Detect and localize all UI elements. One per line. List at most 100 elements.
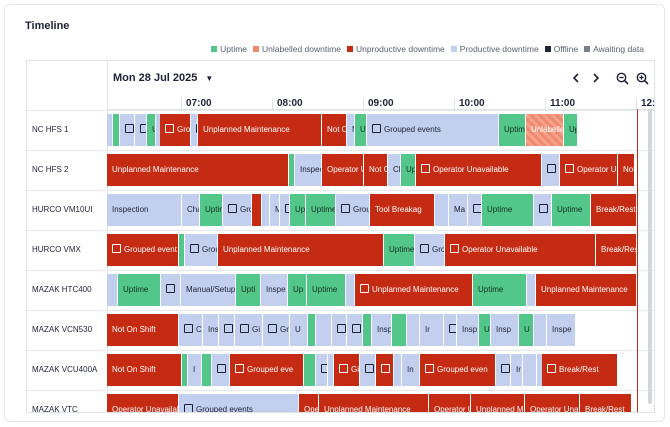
timeline-segment[interactable]: Ope (299, 394, 319, 412)
timeline-segment[interactable] (304, 354, 316, 386)
timeline-segment[interactable] (161, 274, 181, 306)
zoom-in-button[interactable] (634, 70, 650, 86)
timeline-segment[interactable]: Break/Rest (591, 194, 637, 226)
timeline-segment[interactable]: Up (288, 274, 307, 306)
timeline-segment[interactable]: Grouped events (179, 394, 299, 412)
timeline-segment[interactable]: Grou (336, 194, 370, 226)
timeline-segment[interactable]: Gro (415, 234, 445, 266)
timeline-segment[interactable] (182, 354, 188, 386)
timeline-segment[interactable]: Unplanned Maintenance (198, 114, 322, 146)
timeline-segment[interactable]: Not On Shift (107, 314, 179, 346)
timeline-segment[interactable]: Up (290, 194, 306, 226)
timeline-segment[interactable] (328, 354, 334, 386)
timeline-segment[interactable] (394, 354, 402, 386)
timeline-segment[interactable] (363, 314, 372, 346)
timeline-segment[interactable]: G (191, 114, 198, 146)
timeline-segment[interactable]: Gr (120, 114, 135, 146)
timeline-segment[interactable]: Unplanned Maintenance (107, 154, 289, 186)
machine-label[interactable]: MAZAK VCN530 (32, 325, 93, 334)
timeline-segment[interactable] (289, 154, 295, 186)
timeline-segment[interactable]: Grouped eve (230, 354, 304, 386)
timeline-segment[interactable]: Not On (322, 114, 347, 146)
machine-label[interactable]: HURCO VM10UI (32, 205, 93, 214)
timeline-segment[interactable]: M (347, 114, 355, 146)
timeline-segment[interactable] (392, 314, 407, 346)
timeline-segment[interactable]: Up (147, 114, 156, 146)
timeline-segment[interactable]: Insp (372, 314, 392, 346)
timeline-segment[interactable]: Gro (223, 194, 252, 226)
timeline-segment[interactable]: In (402, 354, 420, 386)
timeline-segment[interactable]: Grouped even (420, 354, 496, 386)
timeline-segment[interactable]: Inspe (547, 314, 576, 346)
timeline-segment[interactable]: C (179, 314, 203, 346)
next-button[interactable] (588, 70, 604, 86)
timeline-segment[interactable]: Operator Unavailable (416, 154, 542, 186)
timeline-segment[interactable]: Inspe (261, 274, 288, 306)
timeline-segment[interactable] (316, 354, 328, 386)
machine-label[interactable]: HURCO VMX (32, 245, 81, 254)
timeline-segment[interactable]: Uptime (473, 274, 527, 306)
timeline-segment[interactable]: Gro (160, 114, 191, 146)
timeline-segment[interactable]: Tool Breakag (370, 194, 435, 226)
timeline-segment[interactable]: Operator Unav (560, 154, 618, 186)
timeline-segment[interactable]: Uptime (499, 114, 526, 146)
timeline-segment[interactable] (135, 114, 147, 146)
machine-label[interactable]: NC HFS 2 (32, 165, 69, 174)
timeline-segment[interactable]: Ch (388, 154, 401, 186)
timeline-segment[interactable]: Gi (235, 314, 263, 346)
timeline-segment[interactable] (113, 114, 120, 146)
machine-label[interactable]: NC HFS 1 (32, 125, 69, 134)
timeline-segment[interactable] (347, 314, 363, 346)
timeline-segment[interactable] (316, 314, 332, 346)
timeline-segment[interactable]: Uptime (118, 274, 161, 306)
timeline-segment[interactable]: Gr (263, 314, 290, 346)
zoom-out-button[interactable] (614, 70, 630, 86)
timeline-segment[interactable] (280, 194, 290, 226)
vertical-scrollbar[interactable] (648, 109, 652, 404)
timeline-segment[interactable] (534, 314, 547, 346)
timeline-segment[interactable]: Insp (457, 314, 479, 346)
timeline-segment[interactable]: Ma (449, 194, 468, 226)
timeline-segment[interactable] (107, 274, 118, 306)
timeline-segment[interactable]: Operator Unav (525, 394, 580, 412)
timeline-segment[interactable]: Grou (185, 234, 218, 266)
timeline-segment[interactable]: Grouped events (367, 114, 499, 146)
timeline-segment[interactable]: Operator Unavailable (445, 234, 596, 266)
timeline-segment[interactable]: Not On (364, 154, 388, 186)
timeline-segment[interactable]: Manual/Setup (181, 274, 236, 306)
timeline-segment[interactable] (376, 354, 394, 386)
timeline-segment[interactable]: Operator Unavailable (322, 154, 364, 186)
timeline-segment[interactable]: Uptime (307, 274, 346, 306)
timeline-segment[interactable]: Uptime (482, 194, 534, 226)
timeline-segment[interactable]: Break/Rest (596, 234, 637, 266)
prev-button[interactable] (568, 70, 584, 86)
timeline-segment[interactable]: Uptime (200, 194, 223, 226)
timeline-segment[interactable] (252, 194, 262, 226)
timeline-segment[interactable]: Uptime (384, 234, 415, 266)
timeline-segment[interactable]: Ir (420, 314, 444, 346)
timeline-segment[interactable] (407, 314, 420, 346)
timeline-segment[interactable]: Up (401, 154, 416, 186)
timeline-segment[interactable] (332, 314, 347, 346)
machine-label[interactable]: MAZAK VCU400A (32, 365, 98, 374)
timeline-segment[interactable]: Uptime (552, 194, 591, 226)
timeline-segment[interactable]: Operator Una (429, 394, 471, 412)
timeline-segment[interactable]: Operator Unavailable (107, 394, 179, 412)
timeline-segment[interactable] (346, 274, 355, 306)
timeline-segment[interactable]: Upt (564, 114, 578, 146)
timeline-segment[interactable] (527, 274, 536, 306)
timeline-segment[interactable] (496, 354, 511, 386)
timeline-segment[interactable]: Unplanned Maintenance (536, 274, 637, 306)
timeline-segment[interactable] (523, 354, 537, 386)
timeline-segment[interactable] (179, 234, 185, 266)
date-picker[interactable]: Mon 28 Jul 2025 ▼ (113, 72, 213, 84)
timeline-segment[interactable]: U (519, 314, 534, 346)
timeline-segment[interactable]: Unplanned Maintenance (355, 274, 473, 306)
timeline-segment[interactable]: I (188, 354, 202, 386)
machine-label[interactable]: MAZAK VTC (32, 405, 78, 413)
timeline-segment[interactable] (534, 194, 552, 226)
timeline-segment[interactable] (542, 154, 560, 186)
timeline-segment[interactable] (435, 194, 449, 226)
timeline-segment[interactable]: M (270, 194, 280, 226)
timeline-segment[interactable]: U (479, 314, 491, 346)
